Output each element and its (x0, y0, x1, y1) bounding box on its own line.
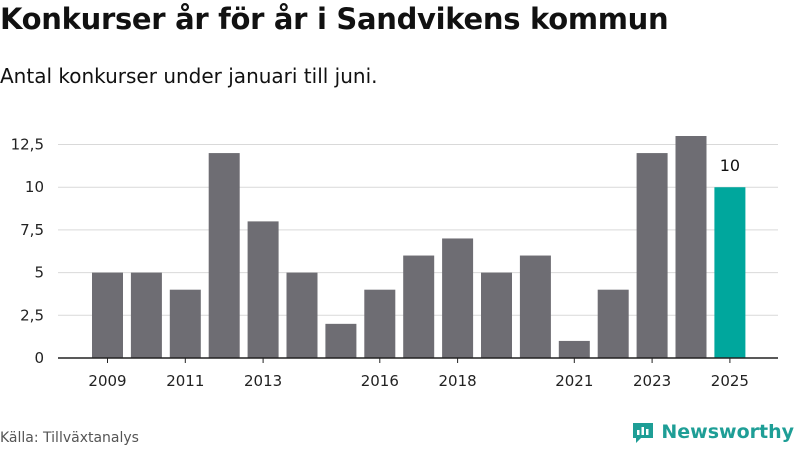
x-tick-label: 2018 (439, 372, 477, 390)
bar-2020[interactable] (519, 255, 551, 358)
y-tick-label: 2,5 (20, 306, 44, 324)
bar-2018[interactable] (442, 238, 474, 358)
x-tick-label: 2013 (244, 372, 282, 390)
y-tick-label: 0 (34, 349, 44, 367)
x-tick-label: 2016 (361, 372, 399, 390)
bar-2017[interactable] (403, 255, 435, 358)
y-tick-label: 10 (25, 178, 44, 196)
bar-2013[interactable] (247, 221, 279, 358)
x-tick-label: 2011 (166, 372, 204, 390)
bar-2014[interactable] (286, 272, 318, 358)
brand-logo[interactable]: Newsworthy (631, 420, 794, 444)
bar-2019[interactable] (481, 272, 512, 358)
x-tick-label: 2009 (88, 372, 126, 390)
bar-2024[interactable] (675, 136, 707, 358)
data-label-2025: 10 (720, 156, 740, 175)
chart-subtitle: Antal konkurser under januari till juni. (0, 64, 378, 88)
bar-2021[interactable] (558, 340, 590, 358)
y-tick-label: 5 (34, 264, 44, 282)
x-tick-label: 2023 (633, 372, 671, 390)
x-tick-label: 2021 (555, 372, 593, 390)
bar-2022[interactable] (597, 289, 629, 358)
bar-2012[interactable] (208, 153, 240, 358)
y-tick-label: 12,5 (11, 136, 44, 154)
bar-2009[interactable] (92, 272, 123, 358)
x-tick-label: 2025 (711, 372, 749, 390)
bar-2010[interactable] (130, 272, 162, 358)
newsworthy-logo-icon (633, 423, 654, 443)
brand-name: Newsworthy (661, 421, 794, 443)
y-tick-label: 7,5 (20, 221, 44, 239)
source-note: Källa: Tillväxtanalys (0, 430, 139, 446)
bar-2016[interactable] (364, 289, 396, 358)
bar-2025[interactable] (714, 187, 746, 358)
bar-2015[interactable] (325, 323, 357, 358)
bar-chart: 0 2,5 5 7,5 10 12,5 10 2009 2011 2013 2016 2018 2021… (11, 136, 778, 390)
chart-title: Konkurser år för år i Sandvikens kommun (0, 2, 669, 36)
bar-2011[interactable] (169, 289, 201, 358)
bar-2023[interactable] (636, 153, 668, 358)
